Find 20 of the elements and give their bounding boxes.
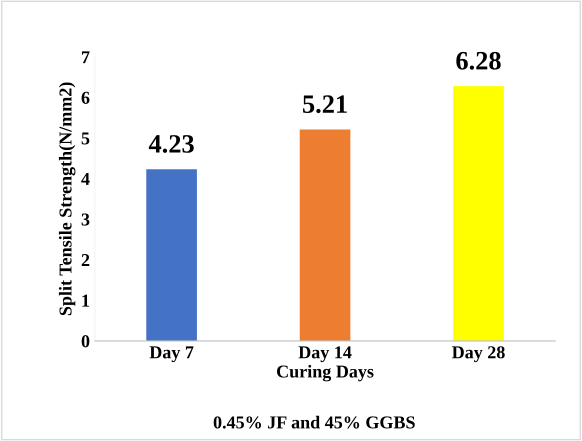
data-label: 6.28: [456, 52, 501, 70]
bar: [146, 169, 197, 341]
text: 0.45% JF and 45% GGBS: [214, 416, 415, 429]
y-tick-label: 7: [82, 51, 90, 64]
data-label: 4.23: [148, 135, 194, 153]
x-tick-label: Day 7: [150, 346, 194, 362]
y-tick-label: 5: [82, 132, 90, 144]
x-tick-label: Day 14: [298, 346, 352, 362]
x-axis-title: Curing Days: [277, 364, 374, 382]
y-tick-label: 0: [82, 335, 90, 348]
y-tick-label: 4: [81, 172, 90, 185]
y-tick-label: 1: [82, 294, 90, 307]
y-tick-label: 3: [82, 213, 90, 226]
data-label: 5.21: [303, 95, 347, 114]
x-tick-label: Day 28: [452, 346, 505, 362]
y-axis-title: Split Tensile Strength(N/mm2): [58, 82, 76, 316]
bar: [453, 86, 504, 341]
y-tick-label: 6: [82, 92, 90, 104]
y-tick-label: 2: [82, 254, 90, 266]
bar: [300, 130, 350, 341]
